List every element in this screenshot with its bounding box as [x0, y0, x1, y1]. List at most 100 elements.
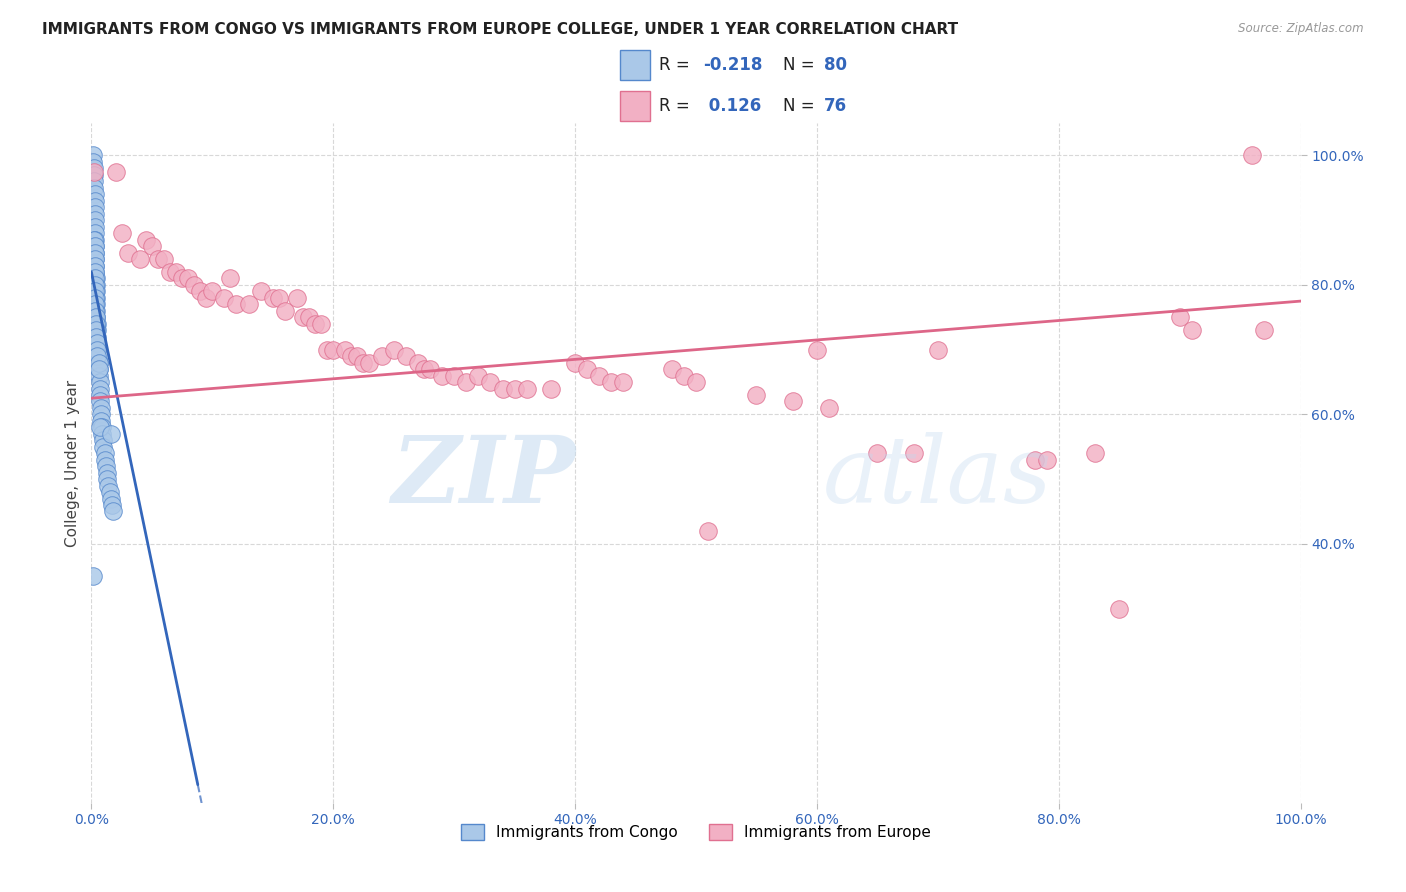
- Point: [195, 291, 218, 305]
- Point: [503, 382, 526, 396]
- Point: [685, 375, 707, 389]
- Point: [82, 148, 104, 162]
- Point: [1241, 148, 1264, 162]
- Point: [91, 420, 114, 434]
- Point: [89, 382, 111, 396]
- Point: [84, 329, 107, 343]
- Text: ZIP: ZIP: [391, 432, 575, 522]
- Point: [238, 297, 260, 311]
- Point: [84, 291, 107, 305]
- Text: 80: 80: [824, 55, 848, 74]
- Text: atlas: atlas: [823, 432, 1053, 522]
- Point: [1084, 446, 1107, 460]
- Point: [866, 446, 889, 460]
- Point: [84, 310, 107, 325]
- Point: [84, 303, 107, 318]
- Point: [146, 252, 169, 266]
- Point: [84, 285, 107, 299]
- FancyBboxPatch shape: [620, 91, 650, 120]
- Point: [183, 277, 205, 292]
- Point: [84, 310, 107, 325]
- Point: [96, 472, 118, 486]
- Point: [82, 155, 104, 169]
- Point: [87, 356, 110, 370]
- Point: [1024, 452, 1046, 467]
- Point: [86, 336, 108, 351]
- Point: [352, 356, 374, 370]
- Point: [84, 245, 107, 260]
- Point: [117, 245, 139, 260]
- Point: [86, 336, 108, 351]
- Point: [93, 440, 115, 454]
- Point: [84, 207, 107, 221]
- Point: [84, 245, 107, 260]
- Text: N =: N =: [783, 55, 814, 74]
- Point: [90, 408, 112, 422]
- Point: [165, 265, 187, 279]
- Point: [84, 259, 107, 273]
- Point: [262, 291, 284, 305]
- Point: [395, 349, 418, 363]
- Point: [304, 317, 326, 331]
- Point: [219, 271, 242, 285]
- Point: [782, 394, 804, 409]
- Point: [382, 343, 405, 357]
- Text: Source: ZipAtlas.com: Source: ZipAtlas.com: [1239, 22, 1364, 36]
- Point: [104, 164, 127, 178]
- Point: [84, 187, 107, 202]
- Point: [84, 271, 107, 285]
- Point: [86, 323, 108, 337]
- Point: [89, 420, 111, 434]
- Point: [101, 498, 124, 512]
- Point: [697, 524, 720, 538]
- Point: [83, 161, 105, 176]
- Point: [84, 233, 107, 247]
- Point: [84, 323, 107, 337]
- Point: [322, 343, 344, 357]
- Legend: Immigrants from Congo, Immigrants from Europe: Immigrants from Congo, Immigrants from E…: [456, 818, 936, 847]
- Point: [672, 368, 695, 383]
- Point: [370, 349, 392, 363]
- Point: [84, 252, 107, 266]
- FancyBboxPatch shape: [620, 50, 650, 79]
- Point: [141, 239, 163, 253]
- Point: [83, 164, 105, 178]
- Point: [188, 285, 211, 299]
- Point: [340, 349, 363, 363]
- Point: [87, 362, 110, 376]
- Point: [91, 426, 114, 441]
- Point: [491, 382, 513, 396]
- Point: [84, 265, 107, 279]
- Point: [443, 368, 465, 383]
- Point: [661, 362, 683, 376]
- Point: [84, 277, 107, 292]
- Point: [1181, 323, 1204, 337]
- Point: [84, 239, 107, 253]
- Point: [84, 226, 107, 240]
- Point: [86, 317, 108, 331]
- Point: [225, 297, 247, 311]
- Point: [267, 291, 290, 305]
- Point: [89, 388, 111, 402]
- Point: [1168, 310, 1191, 325]
- Point: [479, 375, 502, 389]
- Point: [335, 343, 357, 357]
- Point: [86, 343, 108, 357]
- Point: [83, 233, 105, 247]
- Point: [84, 213, 107, 227]
- Text: 76: 76: [824, 96, 848, 115]
- Point: [82, 569, 104, 583]
- Point: [406, 356, 429, 370]
- Point: [87, 349, 110, 363]
- Point: [87, 356, 110, 370]
- Point: [430, 368, 453, 383]
- Text: 0.126: 0.126: [703, 96, 762, 115]
- Point: [84, 285, 107, 299]
- Point: [84, 200, 107, 214]
- Point: [201, 285, 224, 299]
- Point: [600, 375, 623, 389]
- Point: [177, 271, 200, 285]
- Point: [467, 368, 489, 383]
- Point: [298, 310, 321, 325]
- Point: [419, 362, 441, 376]
